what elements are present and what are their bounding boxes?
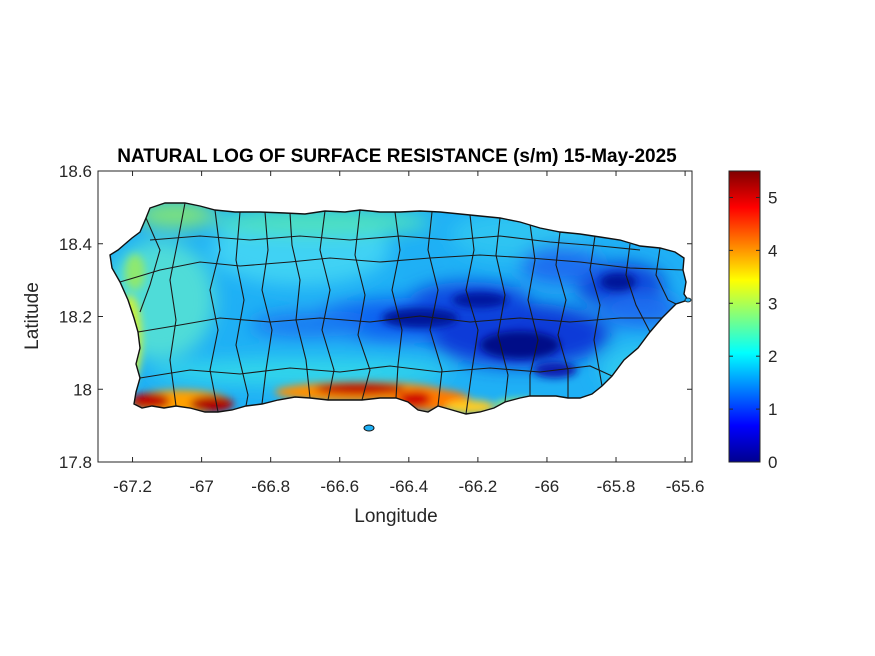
municipality-boundary: [427, 211, 443, 407]
x-tick-label: -65.6: [666, 477, 705, 496]
colorbar-tick-label: 5: [768, 188, 777, 207]
y-tick-label: 18: [73, 380, 92, 399]
x-axis-label: Longitude: [354, 506, 437, 527]
municipality-boundary: [119, 254, 684, 283]
municipality-boundary: [261, 211, 273, 405]
municipality-boundary: [169, 203, 186, 407]
municipality-boundary: [235, 211, 249, 407]
colorbar-ticks: 0 1 2 3 4 5: [729, 188, 777, 472]
colorbar-tick-label: 3: [768, 294, 777, 313]
colorbar-tick-label: 0: [768, 453, 777, 472]
municipality-boundary: [209, 209, 221, 413]
municipality-boundary: [319, 210, 335, 401]
y-axis-ticks: 17.8 18 18.2 18.4 18.6: [59, 162, 692, 472]
municipality-boundary: [655, 247, 677, 305]
municipality-boundary: [589, 235, 603, 387]
municipality-boundary: [555, 231, 569, 398]
x-tick-label: -66: [535, 477, 560, 496]
municipality-boundary: [289, 212, 311, 399]
municipality-boundary: [391, 211, 403, 399]
island-outline: [109, 202, 690, 415]
municipality-boundary: [139, 217, 161, 313]
colorbar-scale: [728, 170, 761, 463]
x-tick-label: -67: [189, 477, 214, 496]
chart-title: NATURAL LOG OF SURFACE RESISTANCE (s/m) …: [117, 146, 677, 167]
plot-area: [97, 170, 693, 463]
y-tick-label: 17.8: [59, 453, 92, 472]
municipality-boundary: [465, 214, 479, 414]
municipality-boundary: [495, 217, 509, 403]
x-tick-label: -66.4: [389, 477, 428, 496]
x-tick-label: -66.8: [251, 477, 290, 496]
colorbar-tick-label: 2: [768, 347, 777, 366]
municipality-boundary: [139, 365, 613, 379]
caja-de-muertos-islet: [363, 424, 375, 432]
y-tick-label: 18.4: [59, 235, 92, 254]
x-axis-ticks: -67.2 -67 -66.8 -66.6 -66.4 -66.2 -66 -65.8 -65.…: [113, 171, 704, 496]
colorbar-tick-label: 4: [768, 241, 777, 260]
y-tick-label: 18.6: [59, 162, 92, 181]
municipality-boundary: [354, 209, 371, 401]
x-tick-label: -66.6: [320, 477, 359, 496]
x-tick-label: -66.2: [459, 477, 498, 496]
y-axis-label: Latitude: [22, 282, 43, 350]
colorbar-tick-label: 1: [768, 400, 777, 419]
x-tick-label: -65.8: [597, 477, 636, 496]
municipality-boundary: [527, 223, 539, 396]
y-tick-label: 18.2: [59, 308, 92, 327]
colorbar: 0 1 2 3 4 5: [728, 170, 777, 472]
municipality-boundaries: [119, 203, 684, 414]
municipality-boundary: [149, 235, 641, 251]
east-islet: [684, 297, 692, 303]
x-tick-label: -67.2: [113, 477, 152, 496]
municipality-boundary: [137, 315, 662, 333]
